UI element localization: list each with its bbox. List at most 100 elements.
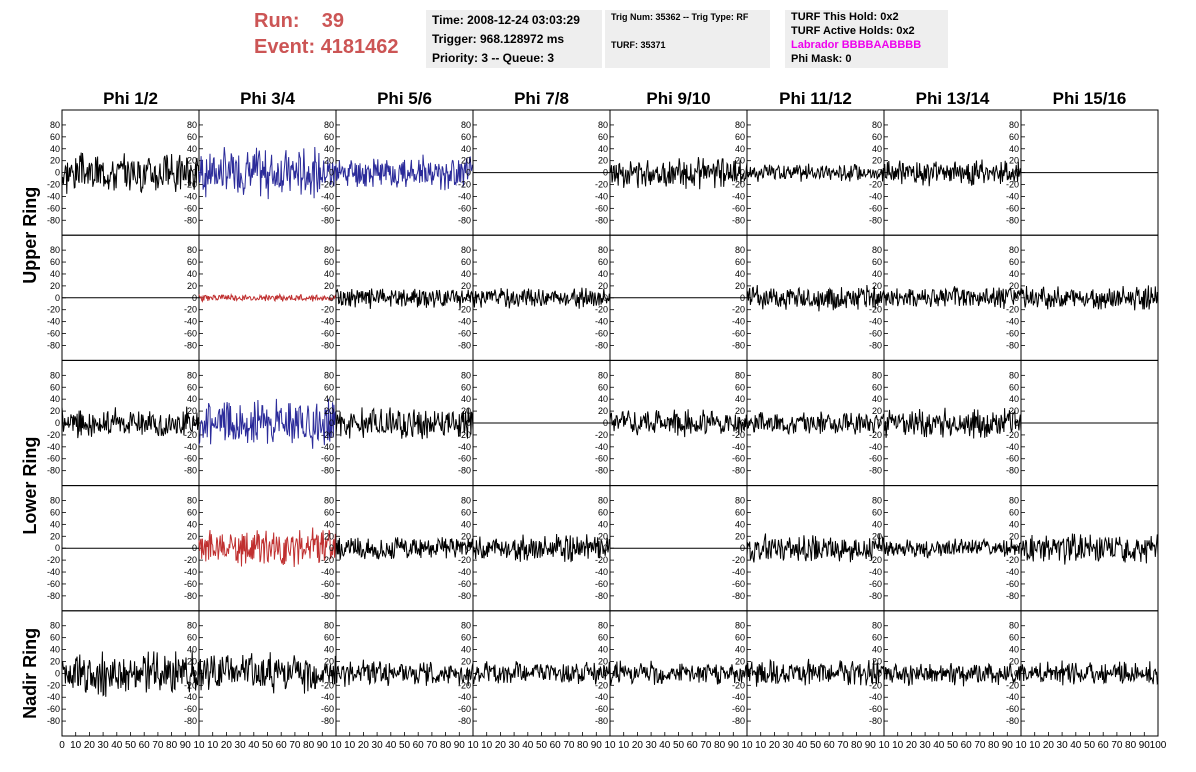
y-tick-label: 60 <box>1009 507 1019 517</box>
trig-num-text: Trig Num: 35362 -- Trig Type: RF <box>611 12 749 22</box>
y-tick-label: 80 <box>1009 370 1019 380</box>
waveform-trace <box>1020 285 1159 311</box>
x-tick-label: 70 <box>1111 740 1123 751</box>
y-tick-label: -60 <box>1006 704 1019 714</box>
y-tick-label: -80 <box>47 215 60 225</box>
waveform-trace <box>61 152 200 194</box>
y-tick-label: 60 <box>461 132 471 142</box>
phi-mask-text: Phi Mask: 0 <box>791 53 852 65</box>
y-tick-label: -80 <box>184 215 197 225</box>
x-tick-label: 10 <box>467 740 479 751</box>
y-tick-label: -80 <box>1006 215 1019 225</box>
y-tick-label: 0 <box>192 168 197 178</box>
y-tick-label: 60 <box>598 507 608 517</box>
y-tick-label: -20 <box>869 180 882 190</box>
y-tick-label: 0 <box>877 668 882 678</box>
y-tick-label: -60 <box>595 454 608 464</box>
y-tick-label: 80 <box>872 496 882 506</box>
y-tick-label: 60 <box>598 257 608 267</box>
y-tick-label: 80 <box>735 245 745 255</box>
y-tick-label: -20 <box>321 305 334 315</box>
y-tick-label: 80 <box>1009 120 1019 130</box>
x-tick-label: 30 <box>783 740 795 751</box>
column-header: Phi 1/2 <box>103 89 158 108</box>
y-tick-label: -60 <box>1006 579 1019 589</box>
y-tick-label: 60 <box>872 257 882 267</box>
x-tick-label: 10 <box>193 740 205 751</box>
waveform-trace <box>609 157 748 190</box>
y-tick-label: 0 <box>192 543 197 553</box>
waveform-trace <box>883 159 1022 187</box>
run-row: Run: 39 <box>254 8 399 34</box>
y-tick-label: -60 <box>321 329 334 339</box>
y-tick-label: 80 <box>324 370 334 380</box>
x-tick-label: 90 <box>1139 740 1151 751</box>
y-tick-label: 80 <box>1009 245 1019 255</box>
y-tick-label: 40 <box>1009 269 1019 279</box>
y-tick-label: 80 <box>461 621 471 631</box>
x-tick-label: 50 <box>399 740 411 751</box>
y-tick-label: 40 <box>598 144 608 154</box>
x-tick-label: 50 <box>810 740 822 751</box>
y-tick-label: 60 <box>324 507 334 517</box>
x-tick-label: 100 <box>1150 740 1167 751</box>
y-tick-label: -20 <box>184 555 197 565</box>
x-tick-label: 90 <box>728 740 740 751</box>
y-tick-label: 20 <box>1009 281 1019 291</box>
y-tick-label: 0 <box>466 168 471 178</box>
y-tick-label: 60 <box>324 257 334 267</box>
x-tick-label: 10 <box>604 740 616 751</box>
waveform-trace <box>61 651 200 697</box>
y-tick-label: -80 <box>732 466 745 476</box>
y-tick-label: 40 <box>187 519 197 529</box>
column-header: Phi 5/6 <box>377 89 432 108</box>
y-tick-label: 0 <box>329 668 334 678</box>
y-tick-label: 60 <box>735 507 745 517</box>
y-tick-label: -60 <box>184 329 197 339</box>
y-tick-label: -20 <box>869 555 882 565</box>
x-tick-label: 0 <box>59 740 65 751</box>
trig-info-panel: Trig Num: 35362 -- Trig Type: RF TURF: 3… <box>605 10 770 68</box>
y-tick-label: 60 <box>735 382 745 392</box>
y-tick-label: -20 <box>47 180 60 190</box>
y-tick-label: 20 <box>187 656 197 666</box>
y-tick-label: -80 <box>595 215 608 225</box>
y-tick-label: 40 <box>872 394 882 404</box>
column-header: Phi 11/12 <box>779 89 852 108</box>
y-tick-label: -80 <box>321 716 334 726</box>
y-tick-label: -40 <box>321 317 334 327</box>
y-tick-label: -40 <box>47 442 60 452</box>
y-tick-label: 0 <box>1014 293 1019 303</box>
x-tick-label: 80 <box>714 740 726 751</box>
x-tick-label: 10 <box>755 740 767 751</box>
y-tick-label: -20 <box>595 305 608 315</box>
y-tick-label: -80 <box>732 340 745 350</box>
y-tick-label: -40 <box>458 692 471 702</box>
y-tick-label: -40 <box>732 692 745 702</box>
y-tick-label: -40 <box>1006 567 1019 577</box>
y-tick-label: 20 <box>598 281 608 291</box>
y-tick-label: 0 <box>1014 543 1019 553</box>
y-tick-label: 20 <box>1009 656 1019 666</box>
y-tick-label: -40 <box>321 567 334 577</box>
y-tick-label: 0 <box>192 418 197 428</box>
y-tick-label: 60 <box>50 507 60 517</box>
waveform-trace <box>883 662 1022 687</box>
y-tick-label: 40 <box>872 269 882 279</box>
x-tick-label: 20 <box>906 740 918 751</box>
y-tick-label: 80 <box>324 621 334 631</box>
y-tick-label: 80 <box>461 120 471 130</box>
y-tick-label: 0 <box>1014 418 1019 428</box>
x-tick-label: 10 <box>70 740 82 751</box>
waveform-trace <box>198 398 337 449</box>
y-tick-label: -60 <box>47 203 60 213</box>
y-tick-label: -60 <box>732 579 745 589</box>
y-tick-label: -80 <box>869 215 882 225</box>
y-tick-label: -80 <box>184 716 197 726</box>
y-tick-label: 80 <box>50 621 60 631</box>
waveform-trace <box>883 537 1022 559</box>
y-tick-label: 60 <box>598 132 608 142</box>
y-tick-label: 20 <box>187 406 197 416</box>
y-tick-label: 60 <box>735 257 745 267</box>
y-tick-label: -60 <box>184 203 197 213</box>
